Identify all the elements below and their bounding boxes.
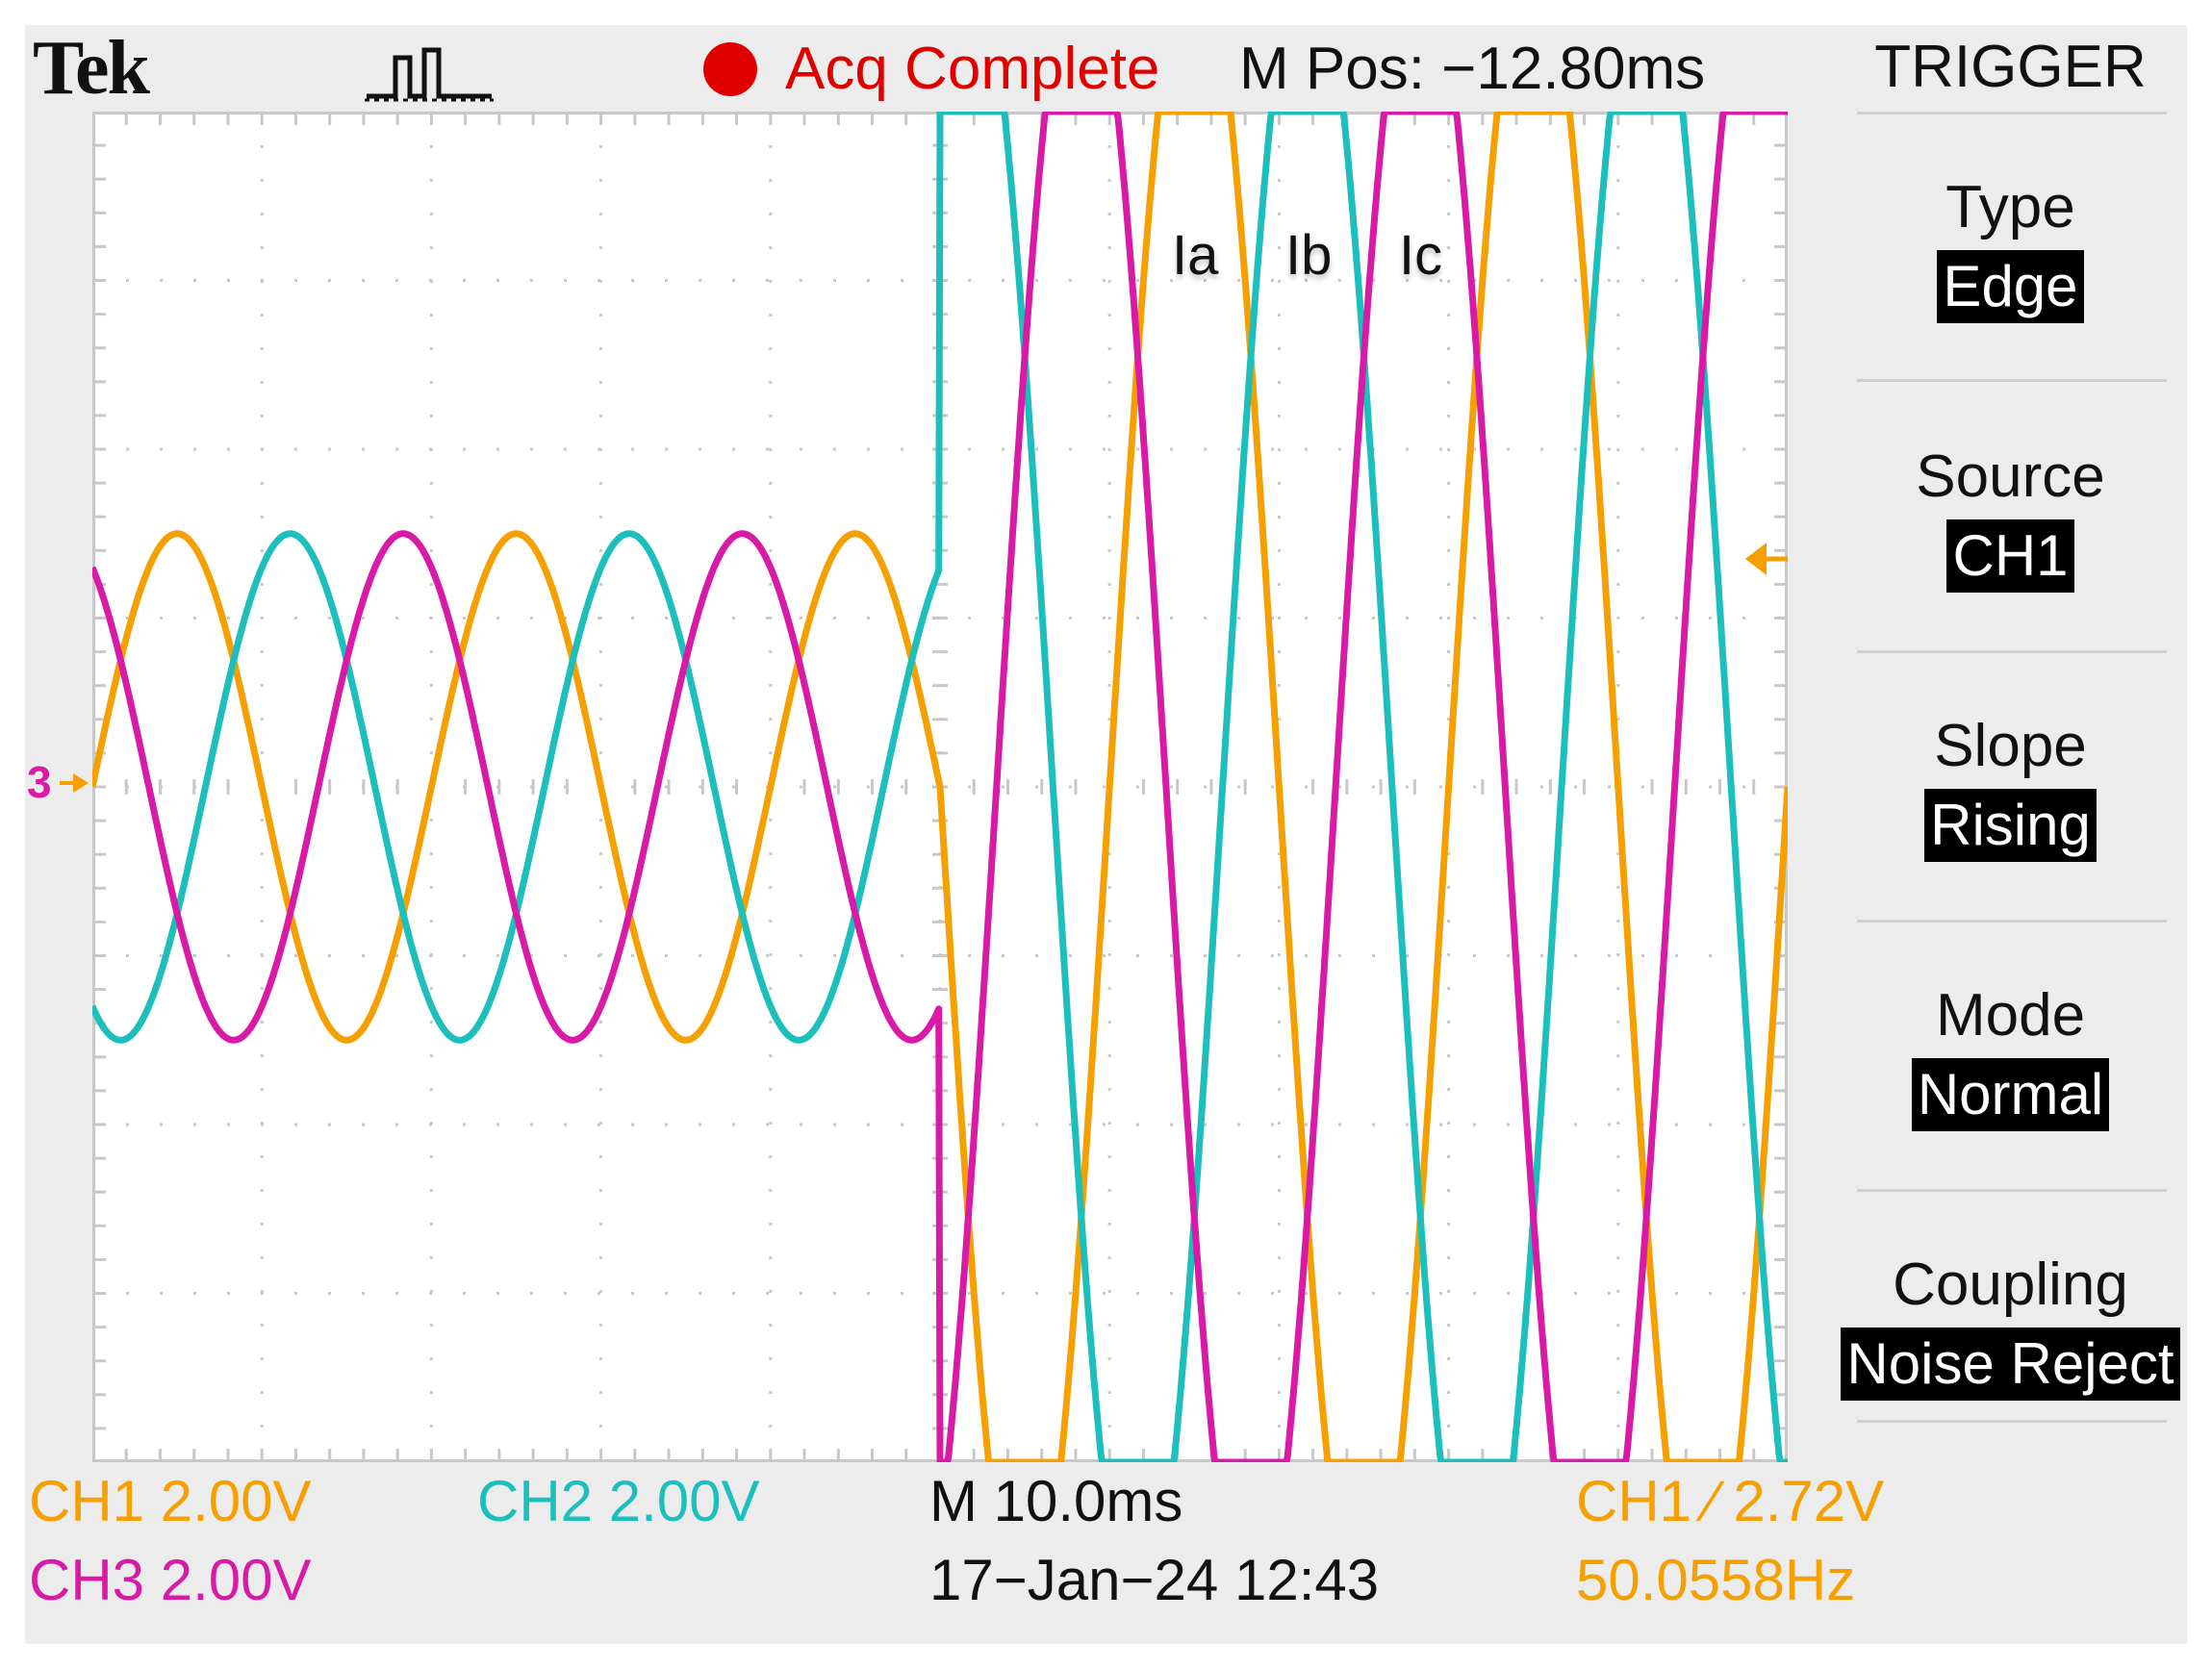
acquisition-status-indicator bbox=[703, 42, 757, 96]
waveform-display bbox=[92, 112, 1788, 1462]
status-bar: Tek Acq Complete M Pos: −12.80ms bbox=[25, 25, 1834, 112]
menu-item-type-label: Type bbox=[1945, 174, 2075, 240]
menu-item-slope[interactable]: Slope Rising bbox=[1834, 708, 2187, 862]
menu-item-source-value: CH1 bbox=[1946, 519, 2074, 593]
menu-divider bbox=[1857, 1189, 2167, 1192]
menu-item-mode-value: Normal bbox=[1911, 1058, 2110, 1131]
menu-divider bbox=[1857, 1420, 2167, 1423]
ch2-scale-readout: CH2 2.00V bbox=[477, 1469, 760, 1533]
trigger-menu: TRIGGER Type Edge Source CH1 Slope Risin… bbox=[1834, 25, 2187, 1468]
menu-item-mode-label: Mode bbox=[1935, 982, 2086, 1049]
trigger-level-readout: CH1 ∕ 2.72V bbox=[1576, 1469, 1885, 1533]
brand-logo: Tek bbox=[33, 26, 150, 111]
menu-item-coupling[interactable]: Coupling Noise Reject bbox=[1834, 1247, 2187, 1401]
ch3-scale-readout: CH3 2.00V bbox=[29, 1548, 312, 1612]
waveform-ic bbox=[92, 112, 1788, 1462]
menu-divider bbox=[1857, 112, 2167, 114]
trace-label-ia: Ia bbox=[1172, 224, 1219, 287]
trace-label-ic: Ic bbox=[1399, 224, 1443, 287]
trace-label-ib: Ib bbox=[1285, 224, 1333, 287]
menu-item-source[interactable]: Source CH1 bbox=[1834, 439, 2187, 593]
acquire-waveform-icon bbox=[365, 47, 494, 102]
waveform-ib bbox=[92, 112, 1788, 1462]
ch1-scale-readout: CH1 2.00V bbox=[29, 1469, 312, 1533]
menu-divider bbox=[1857, 650, 2167, 653]
menu-item-source-label: Source bbox=[1916, 443, 2105, 510]
timebase-readout: M 10.0ms bbox=[929, 1469, 1183, 1533]
ground-arrow-icon bbox=[60, 773, 89, 793]
date-time-readout: 17−Jan−24 12:43 bbox=[929, 1548, 1380, 1612]
trigger-level-icon bbox=[1745, 543, 1788, 575]
menu-item-slope-value: Rising bbox=[1924, 789, 2097, 862]
horizontal-position-readout: M Pos: −12.80ms bbox=[1239, 36, 1706, 102]
menu-item-mode[interactable]: Mode Normal bbox=[1834, 977, 2187, 1131]
menu-divider bbox=[1857, 379, 2167, 382]
menu-item-coupling-label: Coupling bbox=[1893, 1252, 2128, 1318]
acquisition-status: Acq Complete bbox=[785, 36, 1160, 102]
menu-item-type-value: Edge bbox=[1937, 250, 2084, 323]
trigger-menu-title: TRIGGER bbox=[1874, 34, 2147, 100]
menu-item-type[interactable]: Type Edge bbox=[1834, 169, 2187, 323]
waveform-plot bbox=[92, 112, 1788, 1462]
oscilloscope-screen: Tek Acq Complete M Pos: −12.80ms Ia Ib I… bbox=[25, 25, 2187, 1644]
menu-item-coupling-value: Noise Reject bbox=[1841, 1328, 2180, 1401]
waveform-ia bbox=[92, 112, 1788, 1462]
ch3-ground-marker: 3 bbox=[27, 757, 52, 807]
trigger-frequency-readout: 50.0558Hz bbox=[1576, 1548, 1856, 1612]
menu-divider bbox=[1857, 920, 2167, 923]
menu-item-slope-label: Slope bbox=[1934, 713, 2087, 779]
